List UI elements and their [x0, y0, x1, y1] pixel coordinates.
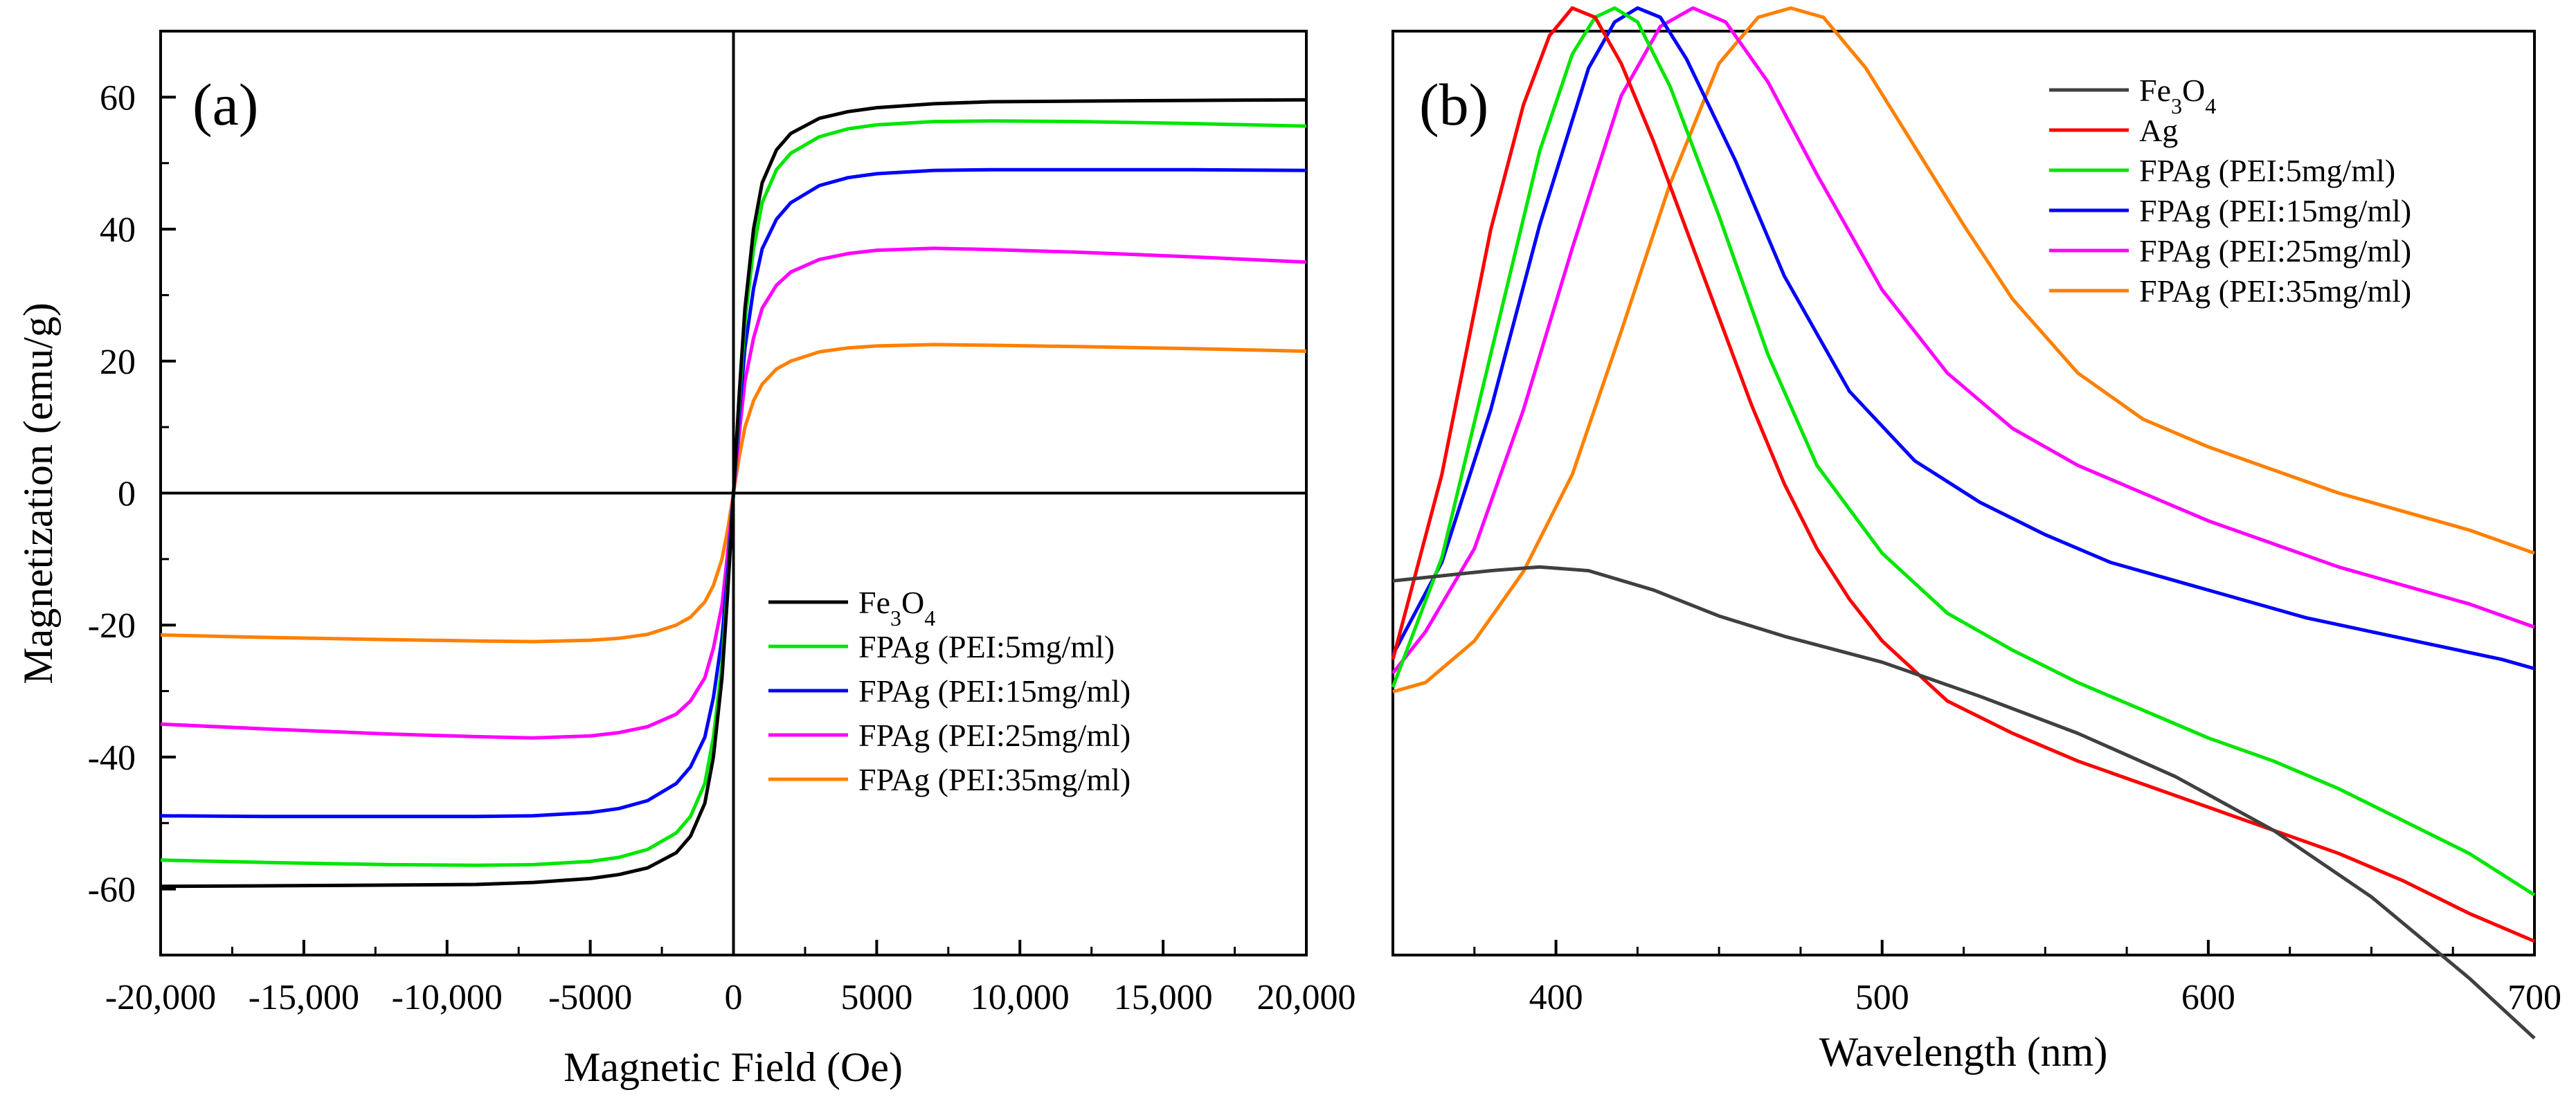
panel-a-y-tick-label: 40 — [100, 210, 136, 250]
panel-a-y-tick-label: -20 — [88, 606, 136, 646]
panel-b-series-line — [1392, 6, 2535, 693]
panel-b-series-line — [1391, 6, 2535, 943]
panel-a-y-tick-label: 20 — [100, 343, 136, 382]
panel-a-label: (a) — [192, 71, 258, 138]
panel-b-series-lines — [1391, 6, 2536, 1040]
panel-a-y-tick-label: 60 — [100, 78, 136, 118]
panel-b-legend-label: FPAg (PEI:35mg/ml) — [2139, 273, 2411, 309]
panel-b-series-line — [1392, 565, 2536, 1040]
panel-b-legend-label: Fe3O4 — [2139, 73, 2216, 118]
panel-b-x-tick-label: 400 — [1529, 978, 1583, 1017]
panel-b-x-tick-label: 700 — [2507, 978, 2561, 1017]
panel-a-x-tick-label: 0 — [725, 978, 743, 1017]
panel-a-y-axis-title: Magnetization (emu/g) — [15, 302, 61, 684]
panel-a-legend-label: Fe3O4 — [858, 585, 935, 630]
panel-a-x-tick-label: -20,000 — [105, 978, 216, 1017]
panel-a-x-tick-label: 15,000 — [1114, 978, 1213, 1017]
panel-b-x-tick-label: 500 — [1855, 978, 1909, 1017]
panel-a-legend-label: FPAg (PEI:25mg/ml) — [858, 718, 1131, 753]
panel-a-y-tick-label: 0 — [118, 475, 136, 514]
panel-b-ticks: 400 500 600 700 — [1391, 940, 2561, 1017]
panel-a-x-tick-label: -10,000 — [392, 978, 503, 1017]
panel-a-x-tick-label: -5000 — [548, 978, 632, 1017]
panel-b-legend-label: Ag — [2139, 113, 2178, 148]
panel-a-y-tick-label: -60 — [88, 871, 136, 910]
panel-a-series-lines — [160, 98, 1307, 889]
panel-a-x-tick-label: -15,000 — [249, 978, 359, 1017]
panel-b-series-line — [1391, 6, 2535, 675]
panel-a-ticks: -20,000 -15,000 -10,000 -5000 0 5000 10,000 15,… — [88, 30, 1356, 1017]
panel-a-legend-label: FPAg (PEI:5mg/ml) — [858, 629, 1115, 664]
panel-b-label: (b) — [1419, 71, 1488, 138]
panel-a-legend-label: FPAg (PEI:15mg/ml) — [858, 673, 1131, 709]
panel-b-legend-label: FPAg (PEI:25mg/ml) — [2139, 233, 2411, 269]
panel-a-magnetization-chart: -20,000 -15,000 -10,000 -5000 0 5000 10,000 15,… — [15, 30, 1356, 1090]
panel-b-legend-label: FPAg (PEI:15mg/ml) — [2139, 193, 2411, 228]
panel-b-x-axis-title: Wavelength (nm) — [1819, 1029, 2108, 1075]
panel-b-series-line — [1391, 6, 2535, 671]
panel-b-series-line — [1391, 6, 2536, 897]
panel-a-x-tick-label: 5000 — [840, 978, 912, 1017]
panel-a-series-line — [160, 98, 1307, 889]
panel-b-x-tick-label: 600 — [2181, 978, 2235, 1017]
panel-a-x-tick-label: 20,000 — [1257, 978, 1356, 1017]
panel-b-absorbance-chart: 400 500 600 700 (b) Wavelength (nm) Fe3O4Ag… — [1391, 6, 2561, 1075]
panel-a-x-tick-label: 10,000 — [971, 978, 1070, 1017]
panel-b-legend-label: FPAg (PEI:5mg/ml) — [2139, 153, 2395, 188]
panel-a-x-axis-title: Magnetic Field (Oe) — [564, 1044, 903, 1090]
panel-a-legend-label: FPAg (PEI:35mg/ml) — [858, 762, 1131, 797]
panel-a-y-tick-label: -40 — [88, 738, 136, 778]
